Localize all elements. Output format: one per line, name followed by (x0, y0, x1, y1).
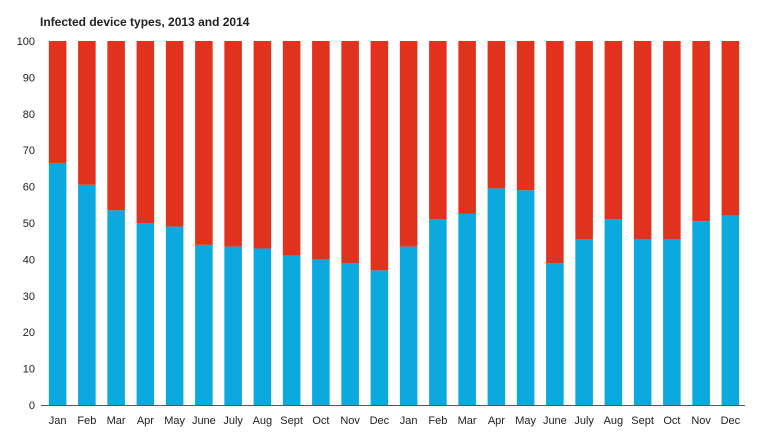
bar-segment-blue (253, 248, 272, 405)
bar-segment-blue (692, 221, 710, 405)
bar-segment-red (692, 41, 710, 222)
bar-segment-blue (604, 219, 623, 405)
x-tick-label: Mar (458, 415, 477, 427)
x-tick-label: Jan (49, 415, 67, 427)
bar-segment-blue (458, 213, 476, 405)
bar-segment-red (253, 41, 272, 249)
bar-segment-red (341, 41, 359, 264)
y-tick-label: 70 (23, 145, 35, 157)
y-tick-label: 10 (23, 364, 35, 376)
bar-segment-blue (487, 188, 506, 405)
bar-segment-red (48, 41, 67, 163)
x-tick-label: Feb (77, 415, 96, 427)
x-tick-label: Sept (280, 415, 303, 427)
x-tick-label: Aug (604, 415, 624, 427)
bar-segment-blue (341, 263, 359, 405)
bar-segment-red (604, 41, 623, 220)
bar-segment-red (516, 41, 535, 191)
y-tick-label: 30 (23, 291, 35, 303)
bar-segment-red (78, 41, 96, 185)
chart-title: Infected device types, 2013 and 2014 (40, 15, 250, 29)
bar-segment-red (633, 41, 652, 240)
y-tick-label: 100 (17, 36, 35, 48)
x-tick-label: Oct (312, 415, 329, 427)
bar-segment-blue (721, 215, 740, 405)
bar-segment-red (370, 41, 389, 271)
bar-segment-blue (312, 259, 330, 405)
x-tick-label: June (192, 415, 216, 427)
x-tick-label: July (223, 415, 243, 427)
bar-segment-blue (282, 255, 301, 405)
x-tick-label: Oct (663, 415, 680, 427)
bar-segment-red (312, 41, 330, 260)
bar-segment-red (107, 41, 125, 211)
bar-segment-red (136, 41, 155, 223)
bar-segment-red (224, 41, 242, 247)
y-tick-label: 90 (23, 72, 35, 84)
x-tick-label: Dec (370, 415, 390, 427)
x-tick-label: Aug (253, 415, 273, 427)
x-tick-label: May (515, 415, 536, 427)
bar-segment-red (458, 41, 476, 214)
bar-segment-blue (429, 219, 447, 405)
bar-segment-blue (663, 239, 681, 405)
x-tick-label: Mar (107, 415, 126, 427)
x-tick-label: July (574, 415, 594, 427)
x-axis: Jan Feb Mar Apr May June July Aug Sept Oct Nov Dec J… (41, 405, 745, 427)
bar-segment-blue (136, 223, 155, 405)
x-tick-label: Apr (137, 415, 154, 427)
bars (48, 41, 740, 405)
x-tick-label: Sept (631, 415, 654, 427)
y-axis: 0 10 20 30 40 50 60 70 80 90 100 (17, 36, 35, 412)
bar-segment-red (575, 41, 593, 240)
y-tick-label: 20 (23, 327, 35, 339)
x-tick-label: May (164, 415, 185, 427)
x-tick-label: Nov (691, 415, 711, 427)
bar-segment-blue (224, 246, 242, 405)
bar-segment-red (663, 41, 681, 240)
x-tick-label: Feb (428, 415, 447, 427)
bar-segment-blue (546, 263, 564, 405)
y-tick-label: 40 (23, 254, 35, 266)
bar-segment-blue (195, 244, 213, 405)
y-tick-label: 0 (29, 400, 35, 412)
bar-segment-red (546, 41, 564, 264)
bar-segment-blue (399, 246, 418, 405)
x-tick-label: Apr (488, 415, 505, 427)
bar-segment-blue (107, 210, 125, 405)
x-tick-label: Jan (400, 415, 418, 427)
bar-segment-red (399, 41, 418, 247)
bar-segment-blue (165, 226, 184, 405)
x-tick-label: Nov (340, 415, 360, 427)
y-tick-label: 50 (23, 218, 35, 230)
x-tick-label: June (543, 415, 567, 427)
bar-segment-red (429, 41, 447, 220)
x-tick-label: Dec (721, 415, 741, 427)
bar-segment-blue (633, 239, 652, 405)
bar-segment-blue (575, 239, 593, 405)
y-tick-label: 80 (23, 109, 35, 121)
bar-segment-blue (516, 190, 535, 405)
bar-segment-red (282, 41, 301, 256)
bar-segment-red (487, 41, 506, 189)
bar-segment-red (195, 41, 213, 245)
bar-segment-blue (48, 162, 67, 405)
bar-segment-red (721, 41, 740, 216)
bar-segment-blue (370, 270, 389, 405)
bar-segment-blue (78, 184, 96, 405)
y-tick-label: 60 (23, 182, 35, 194)
bar-segment-red (165, 41, 184, 227)
